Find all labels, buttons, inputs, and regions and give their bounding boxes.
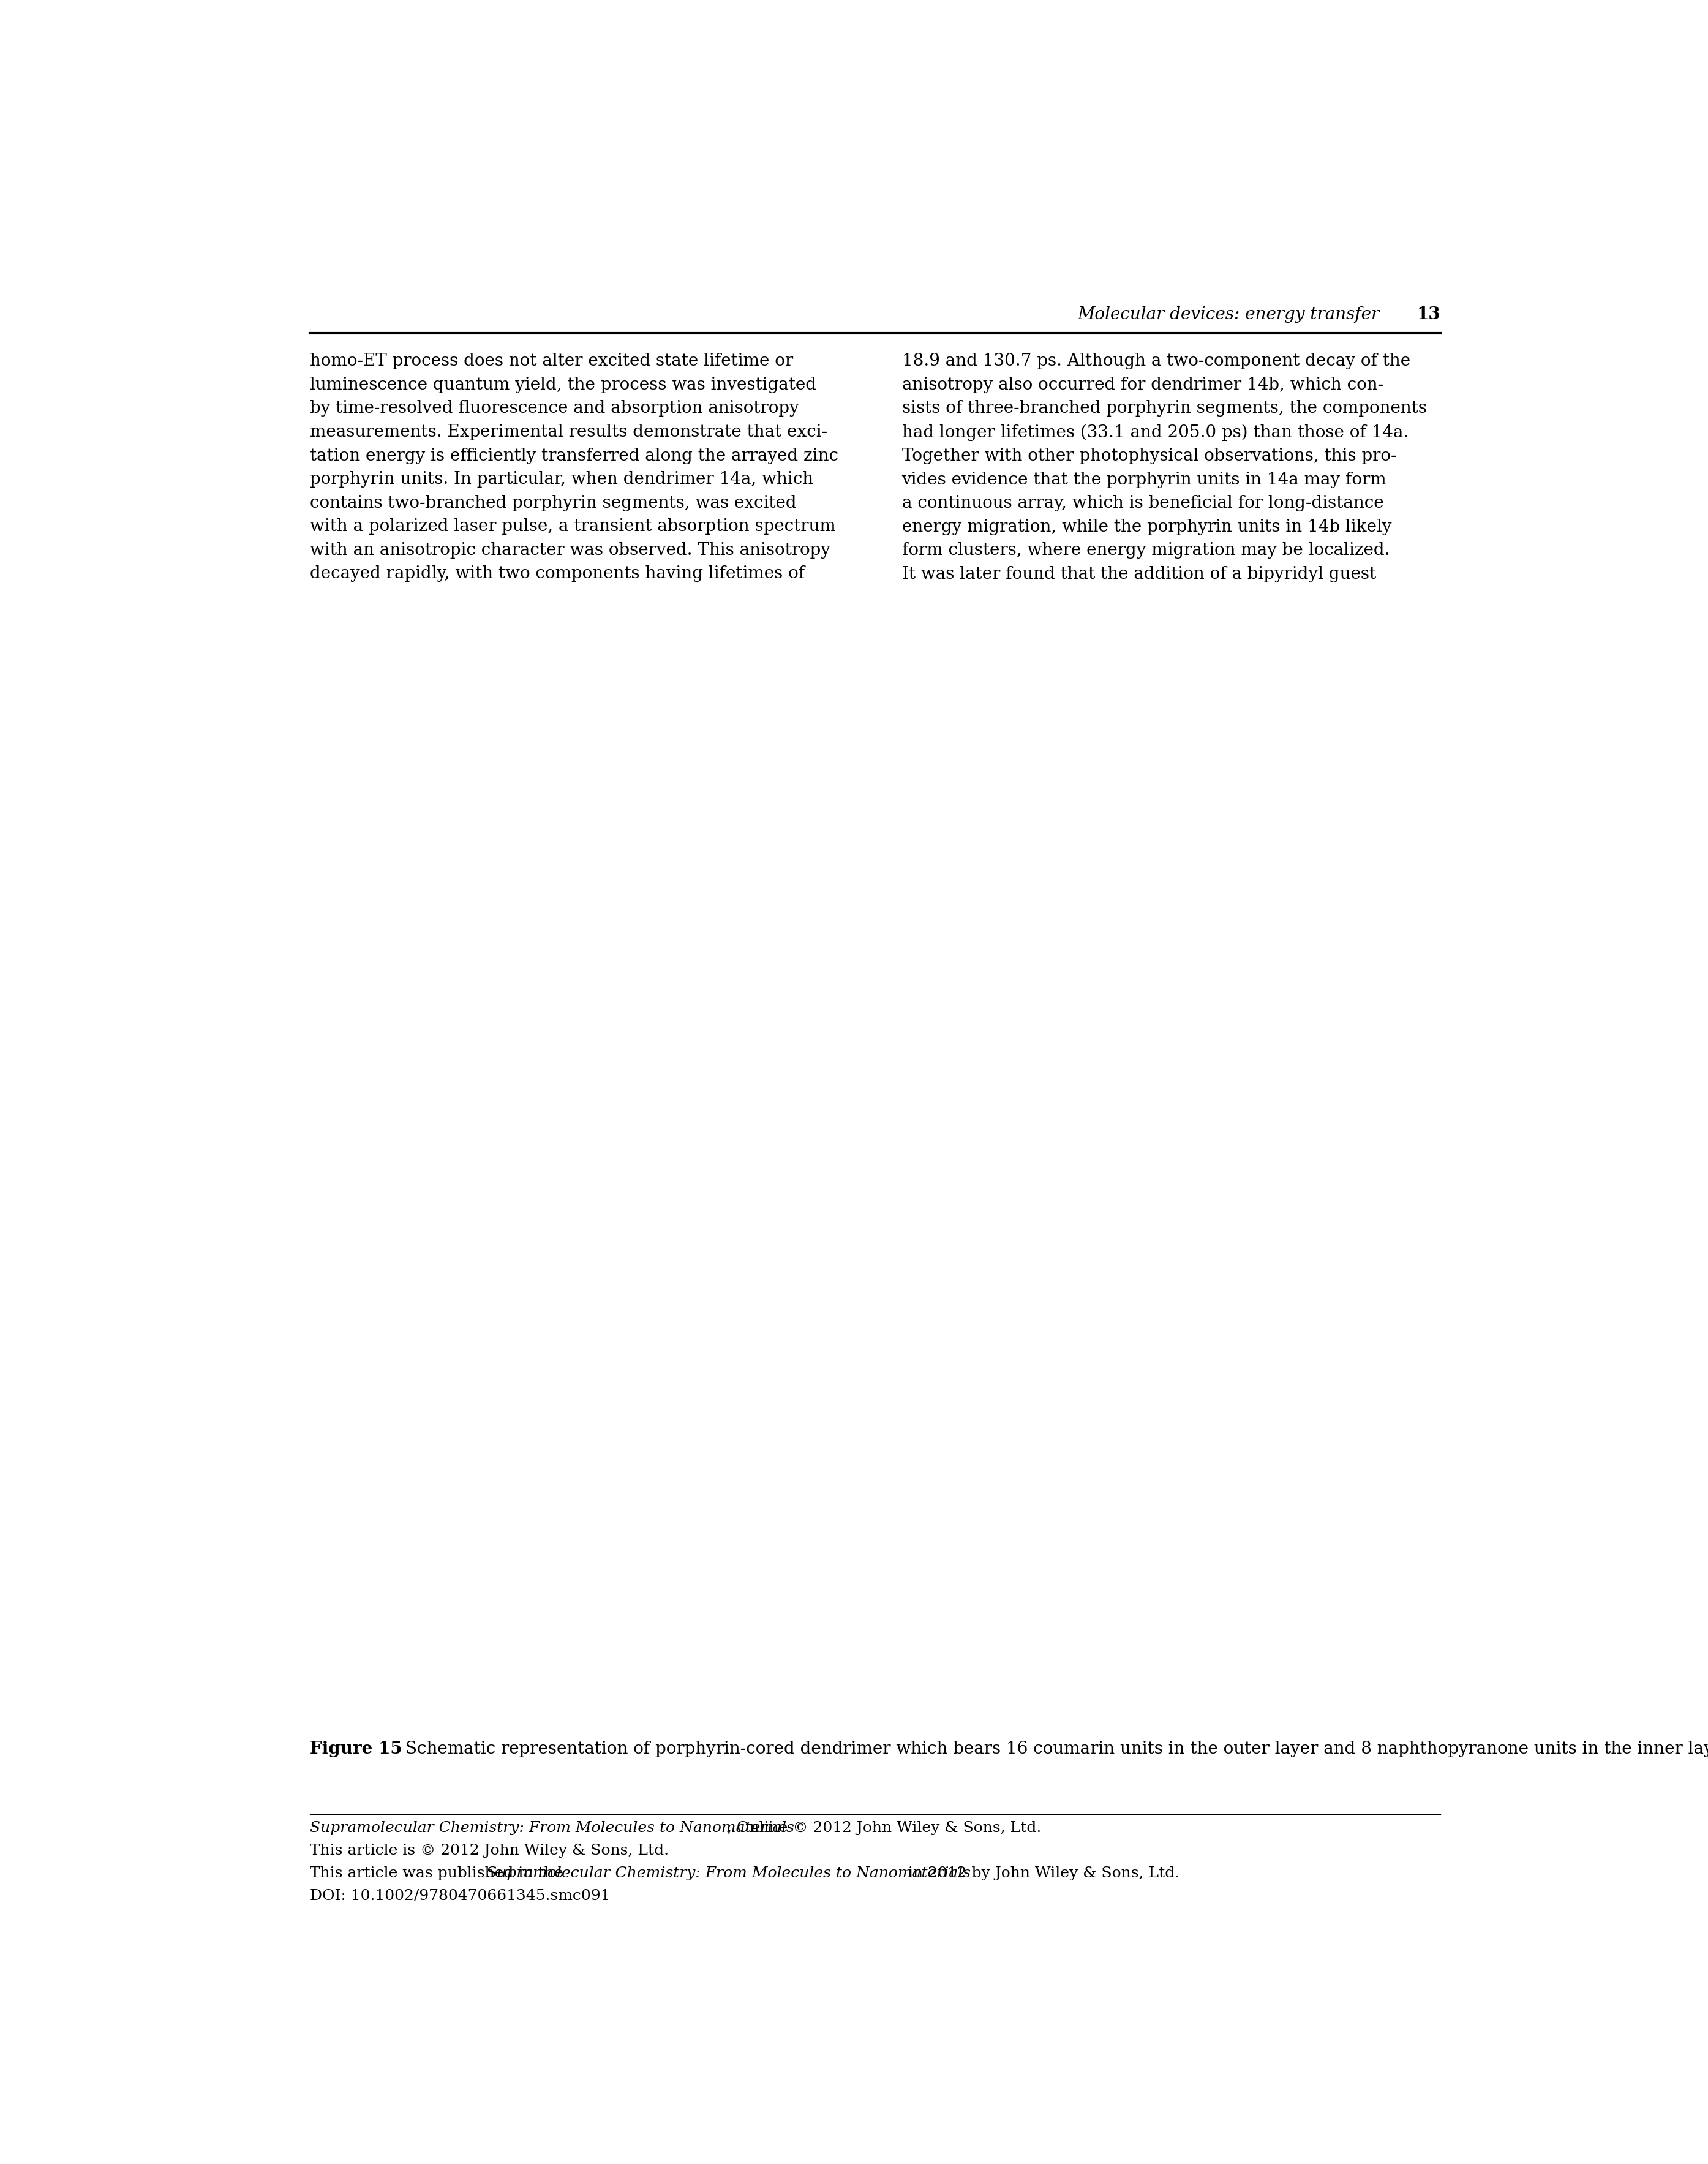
Text: Supramolecular Chemistry: From Molecules to Nanomaterials: Supramolecular Chemistry: From Molecules… [487, 1865, 970, 1881]
Text: Schematic representation of porphyrin-cored dendrimer which bears 16 coumarin un: Schematic representation of porphyrin-co… [405, 1742, 1708, 1757]
Text: in 2012 by John Wiley & Sons, Ltd.: in 2012 by John Wiley & Sons, Ltd. [904, 1865, 1180, 1881]
Text: This article is © 2012 John Wiley & Sons, Ltd.: This article is © 2012 John Wiley & Sons… [311, 1844, 670, 1857]
Text: Supramolecular Chemistry: From Molecules to Nanomaterials: Supramolecular Chemistry: From Molecules… [311, 1820, 794, 1835]
Text: Figure 15: Figure 15 [311, 1742, 403, 1757]
Text: homo-ET process does not alter excited state lifetime or
luminescence quantum yi: homo-ET process does not alter excited s… [311, 353, 839, 582]
Text: 13: 13 [1418, 307, 1440, 322]
Text: 18.9 and 130.7 ps. Although a two-component decay of the
anisotropy also occurre: 18.9 and 130.7 ps. Although a two-compon… [902, 353, 1426, 582]
Text: DOI: 10.1002/9780470661345.smc091: DOI: 10.1002/9780470661345.smc091 [311, 1889, 610, 1902]
Text: This article was published in the: This article was published in the [311, 1865, 569, 1881]
Text: , Online © 2012 John Wiley & Sons, Ltd.: , Online © 2012 John Wiley & Sons, Ltd. [728, 1820, 1042, 1835]
Text: Molecular devices: energy transfer: Molecular devices: energy transfer [1078, 307, 1390, 322]
